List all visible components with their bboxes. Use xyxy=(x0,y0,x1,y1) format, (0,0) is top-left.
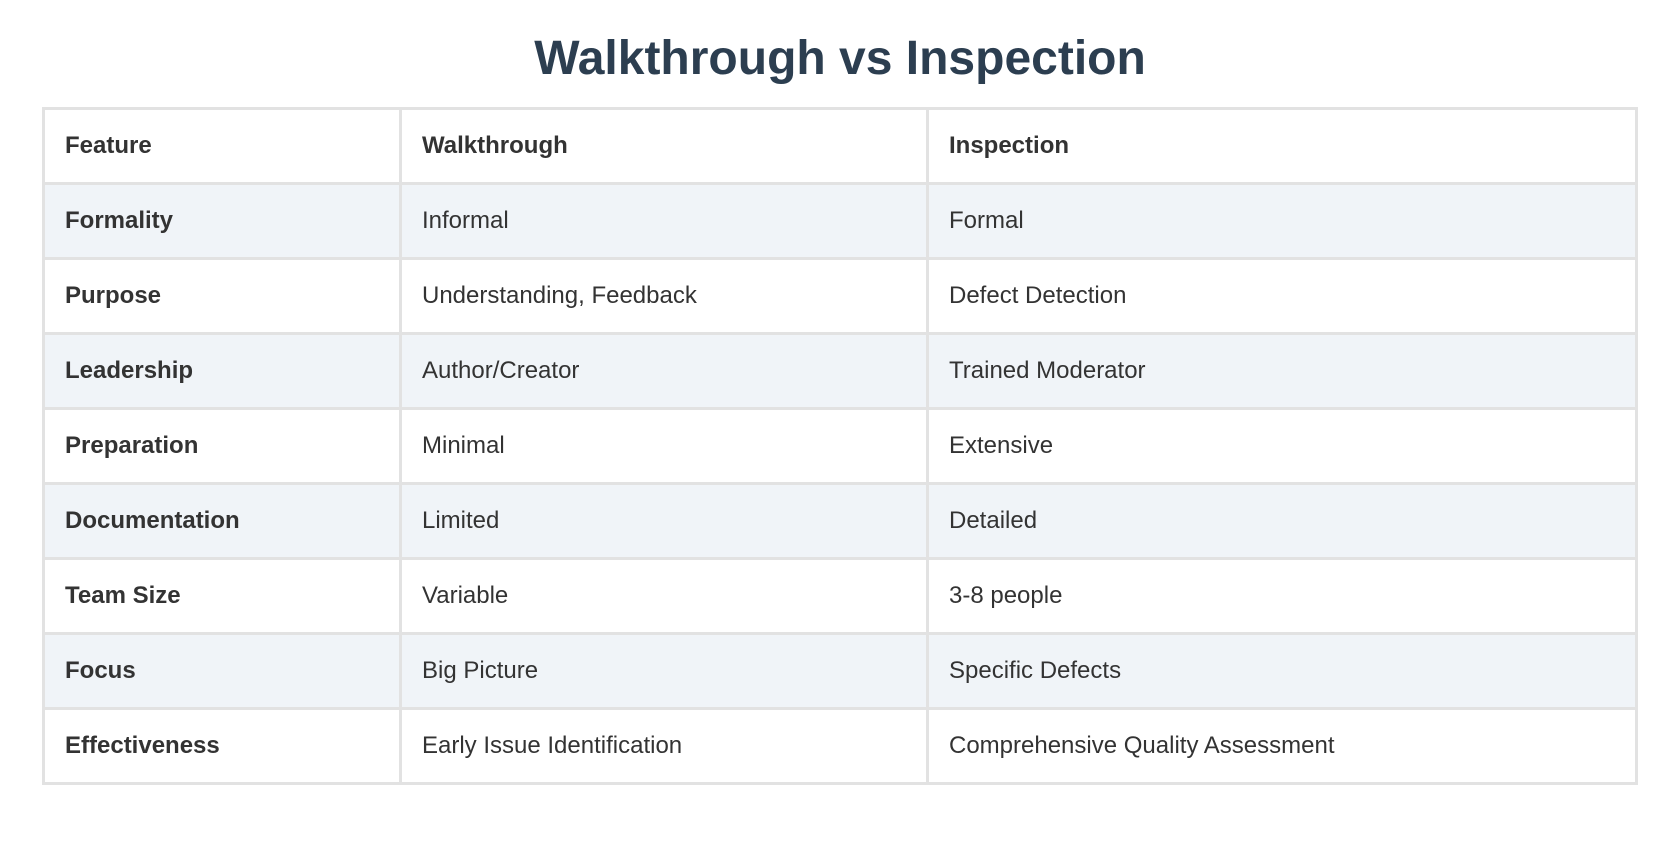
cell: Big Picture xyxy=(399,632,929,710)
header-cell: Feature xyxy=(42,107,402,185)
cell: Informal xyxy=(399,182,929,260)
cell: Author/Creator xyxy=(399,332,929,410)
table-row: Focus Big Picture Specific Defects xyxy=(42,632,1638,710)
cell: Variable xyxy=(399,557,929,635)
row-label: Documentation xyxy=(42,482,402,560)
comparison-table: Feature Walkthrough Inspection Formality In… xyxy=(42,107,1638,785)
cell: Minimal xyxy=(399,407,929,485)
cell: Comprehensive Quality Assessment xyxy=(926,707,1638,785)
row-label: Purpose xyxy=(42,257,402,335)
cell: Extensive xyxy=(926,407,1638,485)
table-row: Team Size Variable 3-8 people xyxy=(42,557,1638,635)
row-label: Preparation xyxy=(42,407,402,485)
cell: Trained Moderator xyxy=(926,332,1638,410)
row-label: Effectiveness xyxy=(42,707,402,785)
cell: Detailed xyxy=(926,482,1638,560)
table-row: Formality Informal Formal xyxy=(42,182,1638,260)
header-cell: Walkthrough xyxy=(399,107,929,185)
row-label: Formality xyxy=(42,182,402,260)
cell: Formal xyxy=(926,182,1638,260)
cell: Specific Defects xyxy=(926,632,1638,710)
table-row: Purpose Understanding, Feedback Defect Det… xyxy=(42,257,1638,335)
cell: Limited xyxy=(399,482,929,560)
page-title: Walkthrough vs Inspection xyxy=(534,32,1146,85)
table-row: Effectiveness Early Issue Identification C… xyxy=(42,707,1638,785)
cell: Early Issue Identification xyxy=(399,707,929,785)
row-label: Leadership xyxy=(42,332,402,410)
row-label: Team Size xyxy=(42,557,402,635)
cell: 3-8 people xyxy=(926,557,1638,635)
table-row: Preparation Minimal Extensive xyxy=(42,407,1638,485)
table-row: Documentation Limited Detailed xyxy=(42,482,1638,560)
header-row: Feature Walkthrough Inspection xyxy=(42,107,1638,185)
cell: Defect Detection xyxy=(926,257,1638,335)
header-cell: Inspection xyxy=(926,107,1638,185)
cell: Understanding, Feedback xyxy=(399,257,929,335)
table-row: Leadership Author/Creator Trained Moderato… xyxy=(42,332,1638,410)
row-label: Focus xyxy=(42,632,402,710)
